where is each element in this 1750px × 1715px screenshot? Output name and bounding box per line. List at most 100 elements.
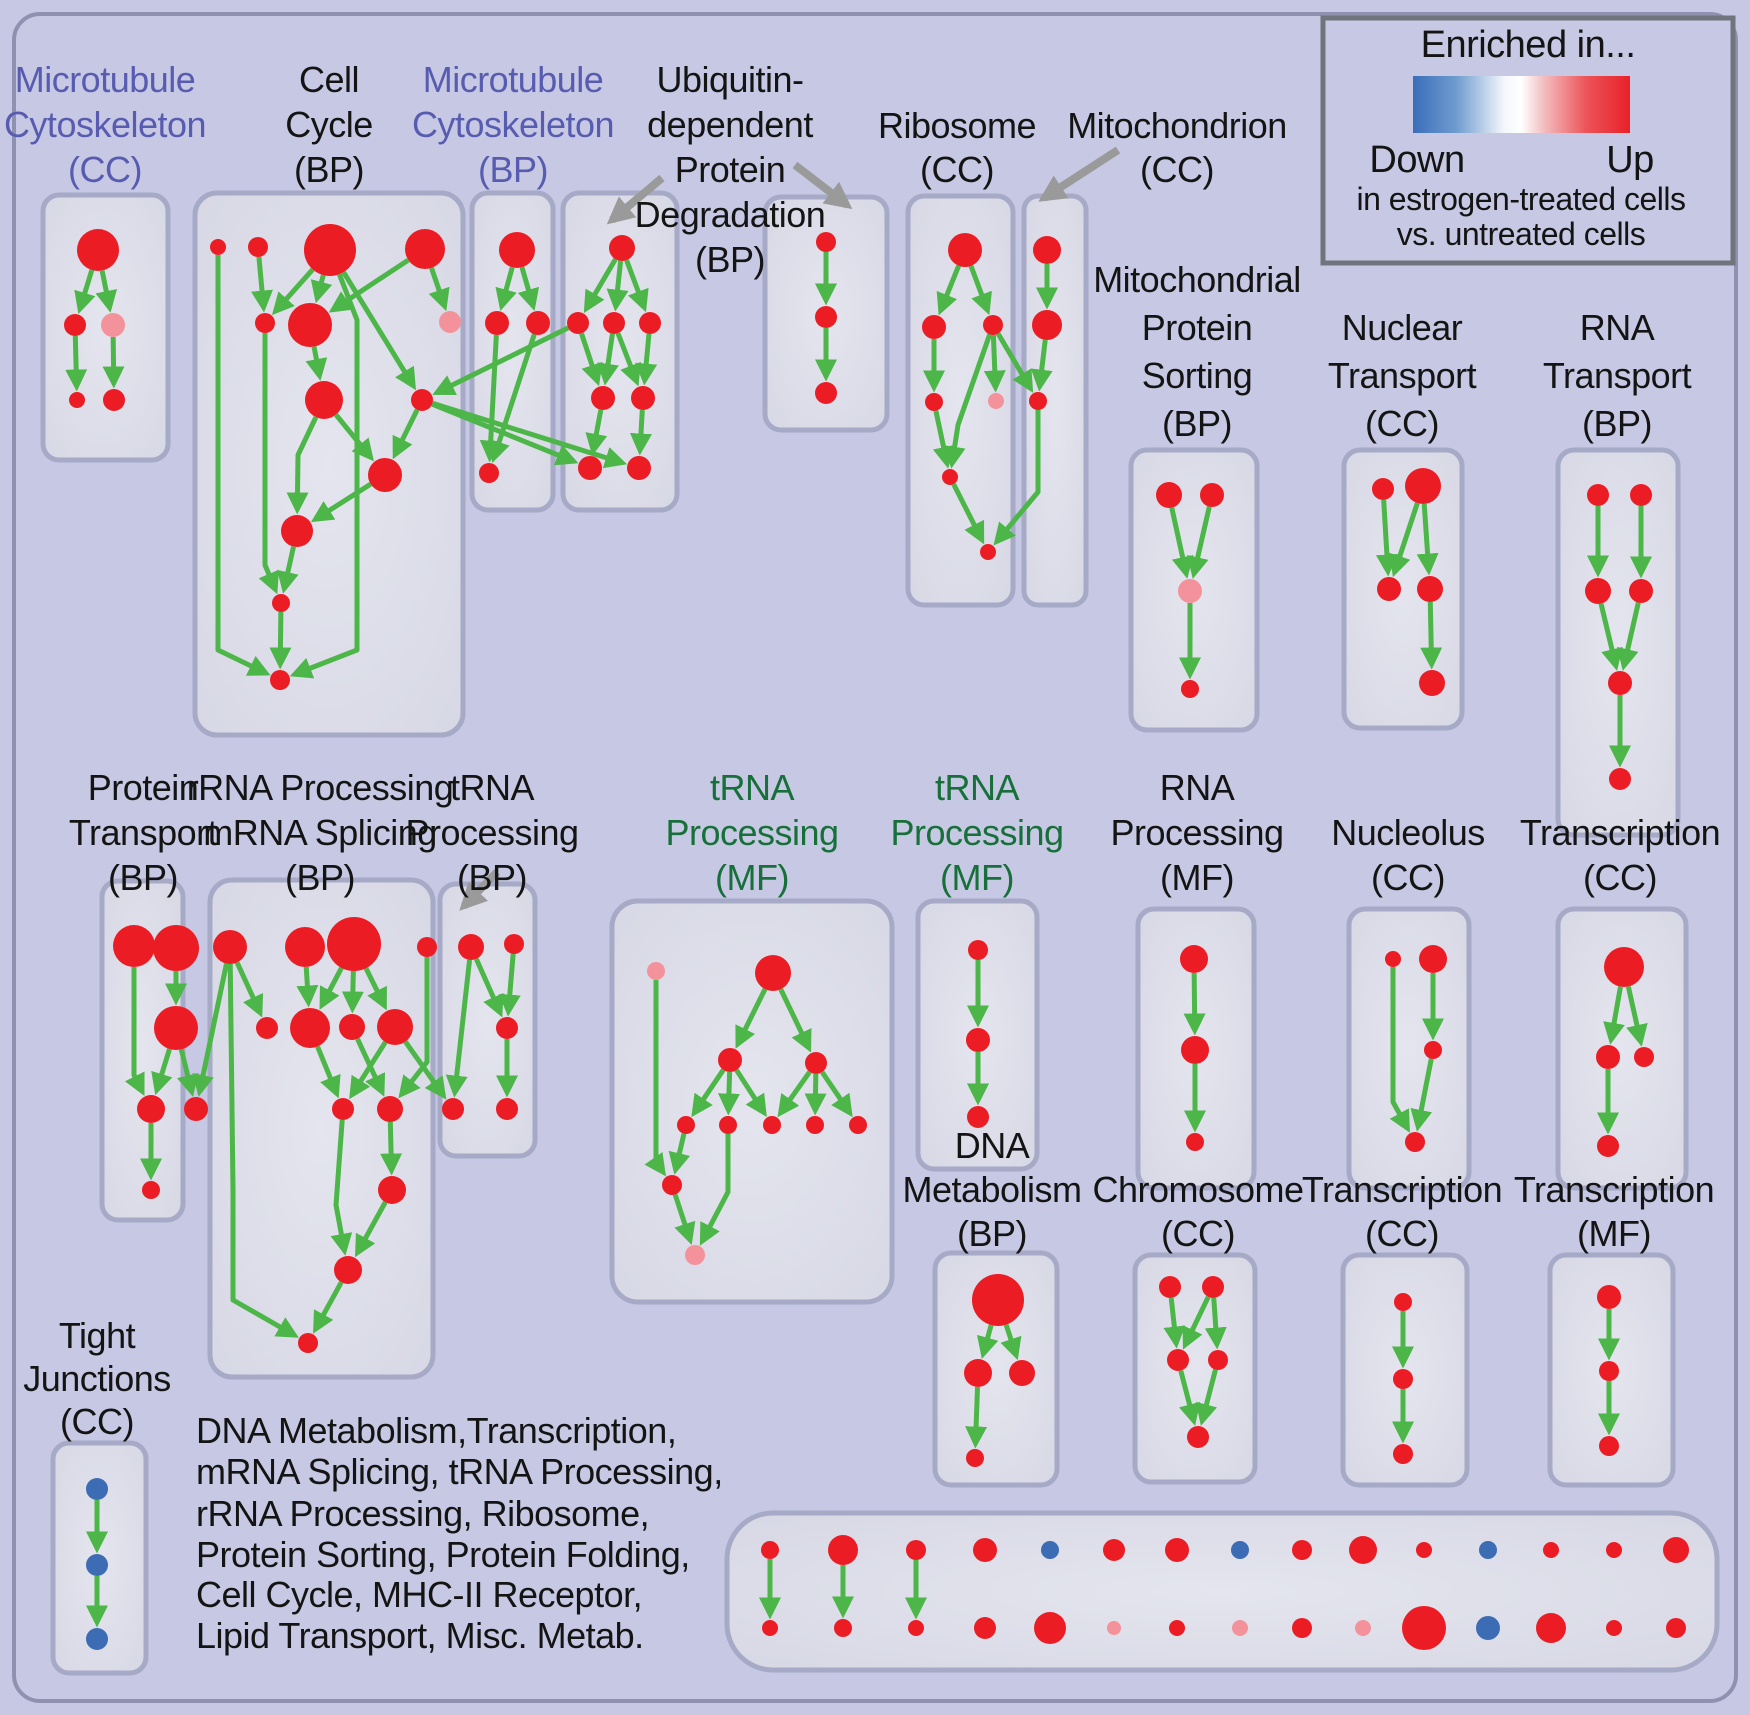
network-edge	[74, 269, 96, 315]
network-node	[1041, 1541, 1059, 1559]
go-term-label-transcription-cc-bottom: Transcription	[1302, 1169, 1502, 1210]
network-edge	[328, 257, 410, 313]
network-edge	[1416, 503, 1439, 576]
go-term-labels-layer: MicrotubuleCytoskeleton(CC)CellCycle(BP)…	[4, 59, 1721, 1442]
network-node	[815, 382, 837, 404]
network-node	[1200, 483, 1224, 507]
network-node	[1402, 1606, 1446, 1650]
mixed-terms-note-line: Lipid Transport, Misc. Metab.	[196, 1615, 644, 1656]
network-node	[305, 381, 343, 419]
network-node	[1405, 1132, 1425, 1152]
network-node	[1394, 1293, 1412, 1311]
network-node	[1596, 1045, 1620, 1069]
network-node	[1634, 1047, 1654, 1067]
network-edge	[691, 1068, 726, 1118]
network-node	[677, 1116, 695, 1134]
network-node	[1385, 951, 1401, 967]
network-node	[578, 456, 602, 480]
go-term-label-protein-transport-bp: (BP)	[108, 857, 178, 898]
go-term-label-ubiquitin-dependent-protein-degradation-bp: Protein	[675, 149, 786, 190]
network-node	[1629, 579, 1653, 603]
go-term-label-microtubule-cytoskeleton-bp: (BP)	[478, 149, 548, 190]
pointer-ubiquitin-left	[606, 174, 665, 225]
network-node	[285, 927, 325, 967]
network-node	[1377, 577, 1401, 601]
network-node	[281, 515, 313, 547]
go-term-label-tight-junctions-cc: Junctions	[23, 1358, 171, 1399]
network-edge	[1616, 602, 1641, 671]
box-chromosome-cc	[1132, 1252, 1258, 1485]
network-edge	[624, 259, 649, 313]
go-term-label-rna-processing-mf: (MF)	[1160, 857, 1234, 898]
network-node	[1416, 1542, 1432, 1558]
network-node	[496, 1098, 518, 1120]
network-edge	[330, 1119, 353, 1256]
network-edge	[1195, 1369, 1218, 1426]
go-term-label-cell-cycle-bp: (BP)	[294, 149, 364, 190]
go-term-label-transcription-cc-top: Transcription	[1520, 812, 1720, 853]
mixed-terms-note-line: Cell Cycle, MHC-II Receptor,	[196, 1574, 642, 1615]
go-term-label-nucleolus-cc: Nucleolus	[1331, 812, 1485, 853]
network-edge	[932, 410, 955, 469]
network-node	[154, 1006, 198, 1050]
network-edge	[1375, 499, 1398, 577]
go-term-label-trna-processing-bp: (BP)	[457, 857, 527, 898]
network-edge	[310, 274, 333, 304]
network-edge	[951, 483, 985, 545]
network-node	[1033, 236, 1061, 264]
network-node	[805, 1052, 827, 1074]
network-node	[113, 925, 155, 967]
network-edge	[517, 266, 540, 311]
go-term-label-mitochondrial-protein-sorting-bp: Protein	[1142, 307, 1253, 348]
network-node	[213, 930, 247, 964]
go-term-label-transcription-cc-bottom: (CC)	[1365, 1213, 1439, 1254]
go-term-label-ubiquitin-dependent-protein-degradation-bp: Degradation	[635, 194, 826, 235]
network-edge	[993, 410, 1041, 546]
network-node	[988, 393, 1004, 409]
network-node	[685, 1245, 705, 1265]
network-edge	[305, 346, 328, 381]
network-edge	[473, 957, 504, 1018]
network-node	[761, 1541, 779, 1559]
go-term-label-ubiquitin-dependent-protein-degradation-bp: (BP)	[695, 239, 765, 280]
network-node	[377, 1009, 413, 1045]
go-term-label-dna-metabolism-bp: Metabolism	[902, 1169, 1081, 1210]
go-term-label-rna-processing-mf: Processing	[1110, 812, 1283, 853]
network-edge	[95, 270, 118, 313]
go-term-label-mitochondrion-cc: Mitochondrion	[1067, 105, 1287, 146]
network-edge	[1030, 339, 1053, 392]
network-node	[1599, 1361, 1619, 1381]
network-edge	[615, 332, 641, 387]
go-term-label-transcription-mf: Transcription	[1514, 1169, 1714, 1210]
network-node	[256, 1017, 278, 1039]
network-node	[980, 544, 996, 560]
network-edge	[1000, 1323, 1022, 1361]
network-edge	[319, 966, 344, 1010]
network-edge	[717, 1071, 740, 1116]
network-node	[1187, 1426, 1209, 1448]
network-node	[1355, 1620, 1371, 1636]
network-node	[86, 1478, 108, 1500]
go-term-label-ubiquitin-dependent-protein-degradation-bp: Ubiquitin-	[656, 59, 803, 100]
go-term-label-rna-transport-bp: RNA	[1580, 307, 1655, 348]
network-node	[1609, 768, 1631, 790]
network-node	[298, 1333, 318, 1353]
legend-up-label: Up	[1606, 139, 1654, 181]
network-edge	[735, 988, 768, 1049]
network-edge	[392, 408, 420, 460]
network-node	[499, 232, 535, 268]
network-node	[270, 670, 290, 690]
network-node	[458, 934, 484, 960]
network-node	[272, 594, 290, 612]
network-edge	[583, 257, 618, 314]
network-node	[1479, 1541, 1497, 1559]
network-edge	[315, 1045, 341, 1099]
go-term-label-microtubule-cytoskeleton-cc: Microtubule	[15, 59, 196, 100]
network-edge	[177, 1048, 199, 1097]
network-node	[327, 917, 381, 971]
network-node	[378, 1176, 406, 1204]
network-node	[763, 1116, 781, 1134]
network-edge	[234, 961, 264, 1018]
network-node	[153, 925, 199, 971]
